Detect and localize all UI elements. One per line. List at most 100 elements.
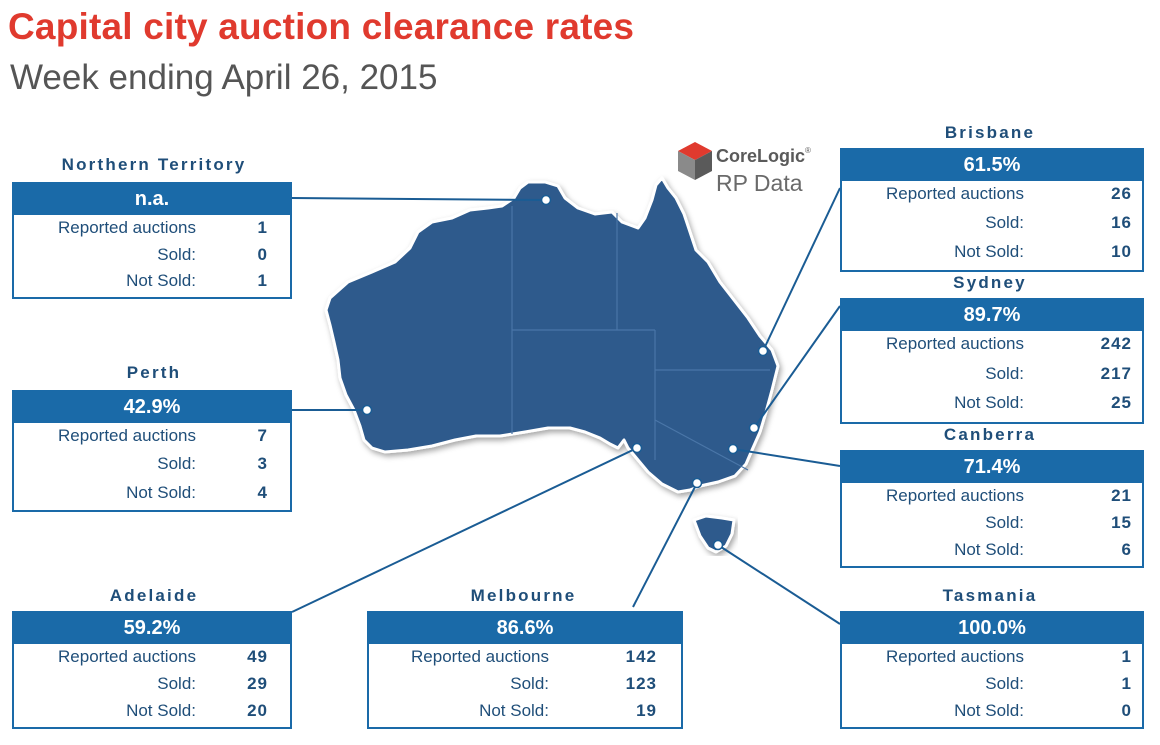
marker-brisbane [757,345,769,357]
region-card-perth: 42.9% Reported auctions 7 Sold: 3 Not Sold: 4 [12,390,292,512]
row-not-sold: Not Sold: 4 [14,480,290,508]
row-value: 10 [1111,242,1132,261]
row-reported: Reported auctions 242 [842,331,1142,361]
row-label: Not Sold: [126,482,196,502]
row-label: Not Sold: [954,701,1024,720]
row-sold: Sold: 29 [14,671,290,698]
row-value: 217 [1100,363,1132,383]
marker-melbourne [691,477,703,489]
corelogic-logo: CoreLogic® RP Data [676,132,826,202]
row-label: Reported auctions [886,486,1024,505]
marker-sydney [748,422,760,434]
row-label: Not Sold: [954,242,1024,261]
mainland-shape [324,176,780,494]
marker-tasmania [712,539,724,551]
region-card-canberra: 71.4% Reported auctions 21 Sold: 15 Not Sold:… [840,450,1144,568]
row-value: 7 [257,426,268,445]
row-reported: Reported auctions 142 [369,644,681,671]
connector-melbourne [632,482,698,608]
row-value: 0 [257,244,268,264]
row-value: 1 [257,218,268,237]
row-label: Not Sold: [126,271,196,291]
clearance-rate: 89.7% [842,300,1142,331]
row-label: Reported auctions [886,184,1024,203]
row-value: 0 [1121,701,1132,720]
connector-canberra [732,448,841,467]
clearance-rate: 61.5% [842,150,1142,181]
region-name-melbourne: Melbourne [470,586,577,605]
row-label: Sold: [157,674,196,693]
row-value: 26 [1111,184,1132,203]
region-card-adelaide: 59.2% Reported auctions 49 Sold: 29 Not Sold:… [12,611,292,729]
region-card-tasmania: 100.0% Reported auctions 1 Sold: 1 Not Sold: 0 [840,611,1144,729]
row-label: Reported auctions [411,647,549,666]
row-label: Sold: [985,213,1024,232]
row-reported: Reported auctions 49 [14,644,290,671]
logo-sub: RP Data [716,170,803,196]
logo-brand: CoreLogic® [716,146,811,166]
row-value: 29 [247,674,268,693]
row-not-sold: Not Sold: 19 [369,698,681,725]
row-sold: Sold: 16 [842,210,1142,239]
row-value: 242 [1100,334,1132,353]
row-value: 20 [247,701,268,720]
row-label: Not Sold: [954,540,1024,559]
row-label: Not Sold: [479,701,549,720]
row-sold: Sold: 15 [842,510,1142,537]
marker-perth [361,404,373,416]
row-sold: Sold: 217 [842,361,1142,391]
row-value: 1 [1121,674,1132,693]
tasmania-shape [692,514,736,554]
region-card-sydney: 89.7% Reported auctions 242 Sold: 217 Not Sol… [840,298,1144,424]
row-value: 142 [625,647,657,666]
row-value: 3 [257,454,268,474]
clearance-rate: 71.4% [842,452,1142,483]
row-value: 25 [1111,393,1132,413]
row-reported: Reported auctions 1 [842,644,1142,671]
row-sold: Sold: 3 [14,451,290,479]
row-label: Reported auctions [886,647,1024,666]
region-name-northern-territory: Northern Territory [61,155,247,174]
row-not-sold: Not Sold: 20 [14,698,290,725]
region-card-northern-territory: n.a. Reported auctions 1 Sold: 0 Not Sold: 1 [12,182,292,299]
row-not-sold: Not Sold: 6 [842,537,1142,564]
connector-brisbane [762,187,841,352]
row-label: Reported auctions [58,426,196,445]
clearance-rate: 42.9% [14,392,290,423]
row-not-sold: Not Sold: 0 [842,698,1142,725]
row-value: 16 [1111,213,1132,232]
row-label: Not Sold: [954,393,1024,413]
row-reported: Reported auctions 26 [842,181,1142,210]
connector-tasmania [717,544,841,625]
city-markers [361,194,769,551]
row-label: Sold: [510,674,549,693]
region-name-canberra: Canberra [943,425,1037,444]
clearance-rate: 59.2% [14,613,290,644]
connector-northern-territory [291,197,547,201]
row-value: 19 [636,701,657,720]
row-reported: Reported auctions 1 [14,215,290,242]
row-label: Reported auctions [886,334,1024,353]
row-reported: Reported auctions 21 [842,483,1142,510]
region-name-perth: Perth [126,363,182,382]
row-sold: Sold: 123 [369,671,681,698]
region-name-tasmania: Tasmania [942,586,1038,605]
row-value: 15 [1111,513,1132,532]
row-label: Reported auctions [58,647,196,666]
region-name-sydney: Sydney [953,273,1027,292]
region-name-adelaide: Adelaide [109,586,199,605]
row-reported: Reported auctions 7 [14,423,290,451]
region-card-brisbane: 61.5% Reported auctions 26 Sold: 16 Not Sold:… [840,148,1144,272]
row-value: 123 [625,674,657,693]
row-value: 49 [247,647,268,666]
row-not-sold: Not Sold: 25 [842,390,1142,420]
marker-canberra [727,443,739,455]
clearance-rate: n.a. [14,184,290,215]
connector-sydney [753,305,841,429]
row-label: Sold: [985,513,1024,532]
clearance-rate: 86.6% [369,613,681,644]
row-value: 21 [1111,486,1132,505]
row-value: 4 [257,482,268,502]
row-label: Sold: [157,244,196,264]
